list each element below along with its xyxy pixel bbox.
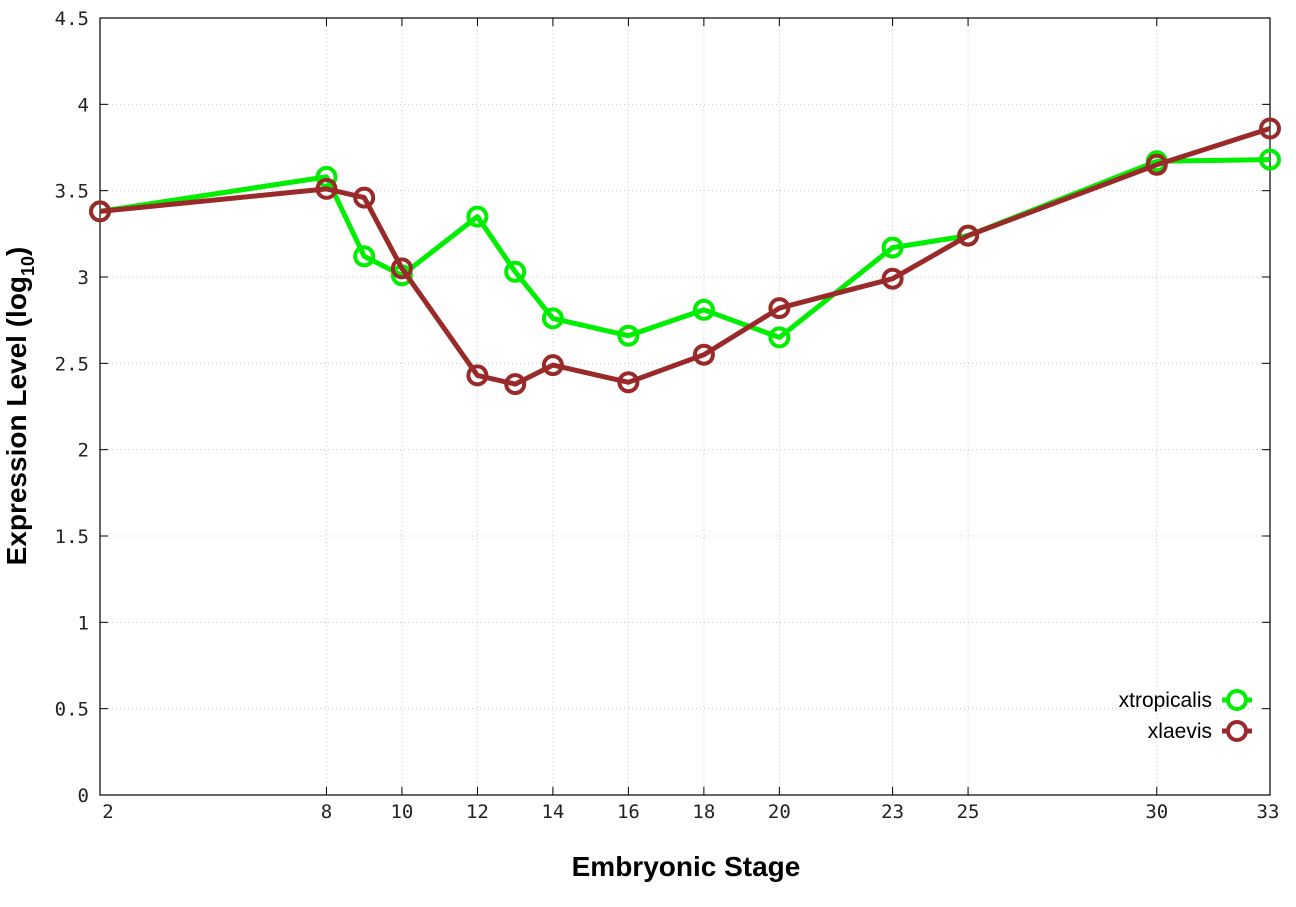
data-point-xlaevis-stage-30 [1145, 153, 1168, 176]
y-axis-title-suffix: ) [1, 247, 32, 256]
x-tick-label-25: 25 [957, 801, 980, 823]
data-point-xtropicalis-stage-23 [881, 236, 904, 259]
data-point-xlaevis-stage-20 [768, 297, 791, 320]
legend-entry-xtropicalis: xtropicalis [1119, 689, 1252, 712]
legend-swatch-marker-xlaevis [1226, 720, 1248, 742]
data-point-xlaevis-stage-10 [390, 257, 413, 280]
x-tick-label-18: 18 [692, 801, 715, 823]
x-tick-label-16: 16 [617, 801, 640, 823]
data-point-xlaevis-stage-8 [315, 177, 338, 200]
y-axis-title: Expression Level (log10) [1, 247, 38, 566]
data-point-xlaevis-stage-12 [466, 364, 489, 387]
x-tick-label-14: 14 [541, 801, 564, 823]
x-tick-label-2: 2 [102, 801, 113, 823]
data-point-xlaevis-stage-13 [504, 373, 527, 396]
x-tick-label-20: 20 [768, 801, 791, 823]
data-point-xtropicalis-stage-14 [541, 307, 564, 330]
y-axis-tick-labels: 0 0.5 1 1.5 2 2.5 3 3.5 4 4.5 [55, 8, 89, 807]
series-line-xlaevis [99, 126, 1271, 387]
data-point-xtropicalis-stage-33 [1259, 148, 1281, 171]
y-axis-title-subscript: 10 [18, 256, 38, 276]
x-tick-label-33: 33 [1257, 801, 1280, 823]
data-point-xtropicalis-stage-12 [466, 205, 489, 228]
data-point-xlaevis-stage-14 [541, 354, 564, 377]
data-point-xtropicalis-stage-8 [315, 165, 338, 188]
y-tick-label-1: 1 [78, 612, 89, 634]
data-point-xtropicalis-stage-20 [768, 326, 791, 349]
y-tick-label-3: 3 [78, 267, 89, 289]
y-tick-label-4.5: 4.5 [55, 8, 89, 30]
series-layer [89, 117, 1281, 396]
legend-swatch-marker-xtropicalis [1226, 689, 1248, 711]
x-tick-label-8: 8 [321, 801, 332, 823]
y-tick-label-2: 2 [78, 440, 89, 462]
x-tick-label-30: 30 [1145, 801, 1168, 823]
y-tick-label-0.5: 0.5 [55, 699, 89, 721]
y-tick-label-3.5: 3.5 [55, 181, 89, 203]
legend-label-xlaevis: xlaevis [1148, 720, 1212, 743]
y-tick-label-2.5: 2.5 [55, 353, 89, 375]
series-xtropicalis [89, 148, 1281, 349]
y-tick-label-4: 4 [78, 94, 89, 116]
plot-area-frame [99, 17, 1271, 796]
data-point-xlaevis-stage-2 [89, 200, 111, 223]
grid-lines [100, 18, 1270, 795]
legend-label-xtropicalis: xtropicalis [1119, 689, 1212, 712]
x-tick-label-10: 10 [390, 801, 413, 823]
data-point-xlaevis-stage-33 [1259, 117, 1281, 140]
data-point-xtropicalis-stage-9 [353, 245, 376, 268]
data-point-xtropicalis-stage-18 [692, 298, 715, 321]
x-axis-tick-labels: 2 8 10 12 14 16 18 20 23 25 30 33 [102, 801, 1279, 823]
x-axis-title: Embryonic Stage [572, 851, 801, 882]
data-point-xtropicalis-stage-13 [504, 260, 527, 283]
y-axis-title-main: Expression Level (log [1, 276, 32, 565]
data-point-xlaevis-stage-9 [353, 186, 376, 209]
tick-marks [99, 17, 1271, 796]
x-tick-label-23: 23 [881, 801, 904, 823]
y-tick-label-0: 0 [78, 785, 89, 807]
data-point-xlaevis-stage-16 [617, 371, 640, 394]
series-xlaevis [89, 117, 1281, 396]
y-tick-label-1.5: 1.5 [55, 526, 89, 548]
data-point-xlaevis-stage-18 [692, 343, 715, 366]
data-point-xlaevis-stage-25 [957, 224, 980, 247]
x-tick-label-12: 12 [466, 801, 489, 823]
legend: xtropicalis xlaevis [1119, 689, 1252, 743]
legend-entry-xlaevis: xlaevis [1148, 720, 1252, 743]
data-point-xtropicalis-stage-16 [617, 324, 640, 347]
data-point-xlaevis-stage-23 [881, 267, 904, 290]
